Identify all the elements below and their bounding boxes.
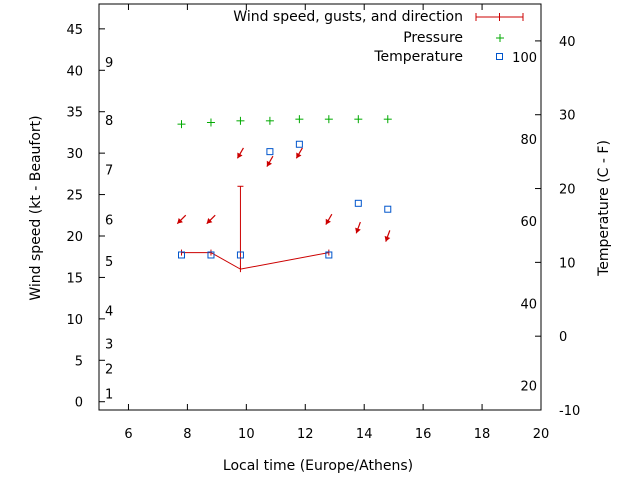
y2-tick-label: 20	[559, 183, 576, 198]
pressure-point	[206, 118, 215, 127]
y-tick-label: 45	[66, 23, 83, 38]
temperature-series	[178, 140, 392, 259]
y-tick-labels: 0 5 10 15 20 25 30 35 40 45	[66, 23, 83, 411]
x-tick-label: 20	[533, 427, 550, 442]
temperature-point	[266, 148, 274, 156]
y-tick-label: 20	[66, 230, 83, 245]
y2-tick-label: 10	[559, 256, 576, 271]
temperature-point	[384, 205, 392, 213]
axis-ticks	[99, 4, 542, 411]
wind-series	[181, 185, 330, 273]
y-tick-label: 10	[66, 313, 83, 328]
x-tick-label: 8	[183, 427, 191, 442]
wind-direction-arrow	[236, 147, 244, 159]
wind-arrow-head	[206, 218, 213, 224]
wind-direction-arrow	[325, 213, 333, 225]
legend-label-temperature: Temperature	[373, 49, 463, 65]
pressure-point	[295, 115, 304, 124]
wind-direction-arrow	[266, 155, 274, 167]
x-tick-label: 14	[356, 427, 373, 442]
legend-swatch-temperature	[496, 53, 503, 60]
fahrenheit-label: 40	[520, 298, 537, 313]
wind-arrow-head	[384, 235, 391, 242]
y-tick-label: 35	[66, 106, 83, 121]
temperature-point	[207, 251, 215, 259]
beaufort-label: 5	[105, 255, 113, 270]
beaufort-label: 4	[105, 305, 113, 320]
wind-direction-arrow	[384, 230, 391, 242]
wind-arrow-head	[266, 160, 273, 167]
y-tick-label: 5	[75, 354, 83, 369]
wind-direction-arrows	[176, 147, 391, 242]
pressure-series	[177, 115, 392, 129]
x-tick-label: 12	[297, 427, 314, 442]
beaufort-label: 1	[105, 387, 113, 402]
beaufort-label: 9	[105, 56, 113, 71]
wind-direction-arrow	[295, 147, 303, 159]
wind-speed-line	[181, 252, 329, 270]
y-tick-label: 25	[66, 189, 83, 204]
x-tick-label: 6	[124, 427, 132, 442]
wind-direction-arrow	[206, 214, 216, 225]
y-tick-label: 40	[66, 64, 83, 79]
temperature-point	[178, 251, 186, 259]
wind-arrow-head	[325, 218, 331, 225]
beaufort-label: 6	[105, 213, 113, 228]
pressure-point	[354, 115, 363, 124]
wind-direction-arrow	[176, 214, 187, 225]
x-axis-label: Local time (Europe/Athens)	[223, 458, 413, 474]
beaufort-label: 3	[105, 338, 113, 353]
beaufort-labels: 1 2 3 4 5 6 7 8 9	[105, 56, 113, 402]
x-tick-label: 16	[415, 427, 432, 442]
y-tick-label: 15	[66, 271, 83, 286]
temperature-point	[354, 199, 362, 207]
y2-tick-labels: -10 0 10 20 30 40	[559, 35, 580, 419]
y-tick-label: 30	[66, 147, 83, 162]
pressure-point	[177, 120, 186, 129]
legend-label-pressure: Pressure	[403, 30, 463, 46]
x-tick-label: 18	[474, 427, 491, 442]
legend: Wind speed, gusts, and direction Pressur…	[233, 9, 524, 65]
pressure-point	[236, 116, 245, 125]
wind-direction-arrow	[355, 221, 361, 234]
fahrenheit-label: 100	[512, 51, 537, 66]
legend-swatch-pressure	[496, 34, 504, 42]
fahrenheit-labels: 20 40 60 80 100	[512, 51, 537, 394]
wind-arrow-head	[177, 218, 183, 224]
beaufort-label: 7	[105, 164, 113, 179]
wind-arrow-head	[355, 227, 361, 234]
temperature-point	[236, 251, 244, 259]
y-tick-label: 0	[75, 396, 83, 411]
fahrenheit-label: 80	[520, 133, 537, 148]
legend-label-wind: Wind speed, gusts, and direction	[233, 9, 463, 25]
pressure-point	[324, 115, 333, 124]
temperature-point	[295, 140, 303, 148]
temperature-point	[325, 251, 333, 259]
y2-tick-label: 40	[559, 35, 576, 50]
x-tick-label: 10	[238, 427, 255, 442]
y-axis-label: Wind speed (kt - Beaufort)	[28, 115, 44, 300]
y2-axis-label: Temperature (C - F)	[596, 140, 612, 277]
fahrenheit-label: 60	[520, 215, 537, 230]
x-tick-labels: 6 8 10 12 14 16 18 20	[124, 427, 549, 442]
plot-frame	[98, 3, 542, 411]
fahrenheit-label: 20	[520, 380, 537, 395]
beaufort-label: 8	[105, 114, 113, 129]
wind-arrow-head	[296, 152, 302, 159]
beaufort-label: 2	[105, 363, 113, 378]
pressure-point	[265, 116, 274, 125]
y2-tick-label: 30	[559, 109, 576, 124]
pressure-point	[383, 115, 392, 124]
wind-arrow-head	[237, 152, 243, 159]
y2-tick-label: -10	[559, 404, 580, 419]
y2-tick-label: 0	[559, 330, 567, 345]
